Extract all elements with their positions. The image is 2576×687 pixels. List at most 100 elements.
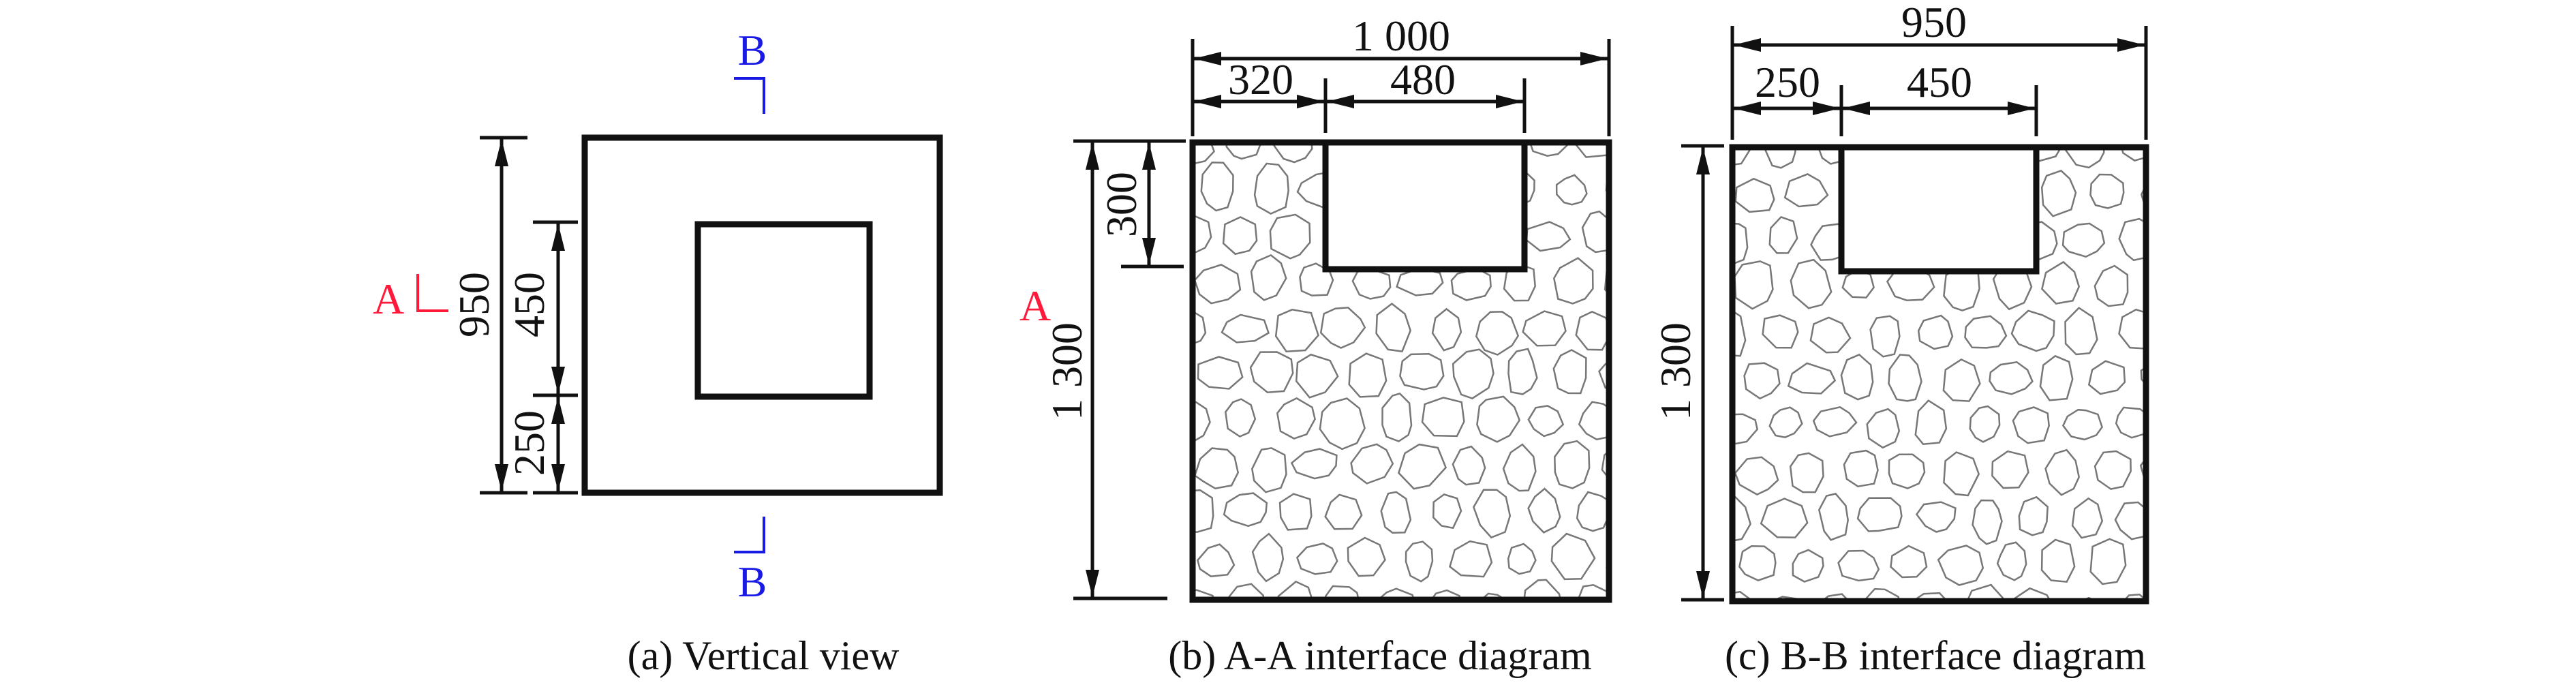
stone — [1503, 262, 1536, 302]
stone — [1914, 399, 1948, 446]
stone — [1377, 587, 1415, 600]
stone — [1581, 210, 1609, 254]
stone — [1738, 545, 1777, 581]
stone — [1523, 579, 1562, 600]
stone — [1550, 532, 1596, 581]
stone — [1661, 118, 1703, 169]
stone — [1734, 260, 1774, 310]
stone — [1964, 315, 2008, 349]
stone — [1555, 174, 1588, 206]
stone — [1843, 449, 1879, 488]
stone — [1522, 310, 1567, 347]
stone — [1347, 536, 1386, 577]
stone — [2171, 587, 2201, 635]
stone — [1507, 348, 1538, 395]
stone — [1473, 489, 1512, 539]
stone — [1732, 147, 1752, 166]
stone — [1502, 443, 1537, 492]
stone — [1324, 493, 1363, 530]
stone — [2040, 538, 2076, 583]
stone — [1655, 263, 1686, 294]
stone — [2094, 450, 2132, 490]
stone — [1692, 455, 1723, 492]
stone — [1554, 440, 1591, 489]
stone — [1601, 449, 1609, 480]
stone — [1760, 498, 1809, 538]
stone — [1527, 405, 1565, 438]
stone — [1276, 580, 1313, 600]
stone — [2012, 587, 2052, 601]
stone — [1732, 287, 1734, 294]
stone — [1224, 398, 1257, 438]
stone — [1421, 397, 1465, 438]
stone — [1450, 268, 1492, 301]
section-aa-outline — [1189, 139, 1612, 603]
dim-950: 950 — [450, 272, 498, 337]
stone — [1529, 142, 1571, 157]
stone — [2189, 262, 2233, 311]
stone — [2089, 538, 2127, 585]
stone — [1768, 215, 1798, 254]
stone — [1276, 397, 1316, 440]
stone — [1598, 362, 1609, 391]
dim-1000: 1 000 — [1352, 12, 1450, 60]
stone — [1629, 124, 1659, 154]
stone — [2064, 307, 2098, 356]
stone — [1319, 397, 1366, 451]
stone — [1809, 316, 1852, 354]
stone — [2039, 354, 2074, 401]
stone — [1150, 165, 1184, 209]
stone — [1351, 269, 1392, 300]
stone — [1966, 583, 2006, 601]
stone — [2140, 366, 2146, 386]
stone — [1348, 352, 1387, 398]
stone — [1732, 590, 1751, 601]
stone — [1888, 354, 1922, 402]
stone — [1732, 413, 1759, 446]
section-a-marker — [416, 274, 448, 312]
stone — [1432, 493, 1462, 530]
stone — [1818, 493, 1849, 541]
dim-450: 450 — [1907, 58, 1972, 106]
stone — [1552, 349, 1587, 395]
stone — [2061, 408, 2103, 441]
stone — [1841, 269, 1875, 299]
stone — [1121, 499, 1162, 530]
stone — [1193, 264, 1242, 305]
stone — [1381, 392, 1413, 442]
section-aa: 1 000 320 480 300 1 300 A (b) A-A interf… — [1019, 12, 1686, 678]
dim-250: 250 — [505, 410, 553, 476]
section-bb-outline — [1729, 144, 2149, 605]
stone — [2166, 224, 2204, 254]
stone — [1783, 173, 1829, 208]
stone — [2166, 316, 2202, 352]
stone — [1937, 545, 1984, 586]
stone — [2192, 453, 2233, 485]
stone — [2118, 217, 2146, 262]
stone — [1449, 540, 1493, 578]
stone — [1251, 447, 1287, 493]
stone — [1128, 405, 1161, 445]
caption-c: (c) B-B interface diagram — [1725, 633, 2146, 678]
stone — [1295, 543, 1338, 575]
section-bb: 950 250 450 1 300 (c) B-B interface diag… — [1651, 0, 2233, 678]
stone — [1452, 445, 1486, 486]
stone — [1911, 592, 1948, 601]
stone — [2040, 169, 2077, 217]
stone — [1840, 353, 1874, 401]
stone — [1917, 314, 1954, 350]
stone — [1683, 176, 1727, 210]
stone — [1223, 492, 1268, 528]
stone — [2089, 173, 2125, 209]
hole-bb — [1841, 147, 2036, 271]
stone — [1869, 315, 1901, 358]
stone — [1630, 581, 1659, 624]
stone — [1577, 584, 1609, 600]
stone — [1668, 216, 1700, 261]
stone — [1431, 307, 1462, 352]
stone — [1200, 162, 1234, 212]
stone — [1278, 493, 1313, 531]
stone — [1890, 545, 1928, 579]
stone — [2145, 285, 2146, 291]
